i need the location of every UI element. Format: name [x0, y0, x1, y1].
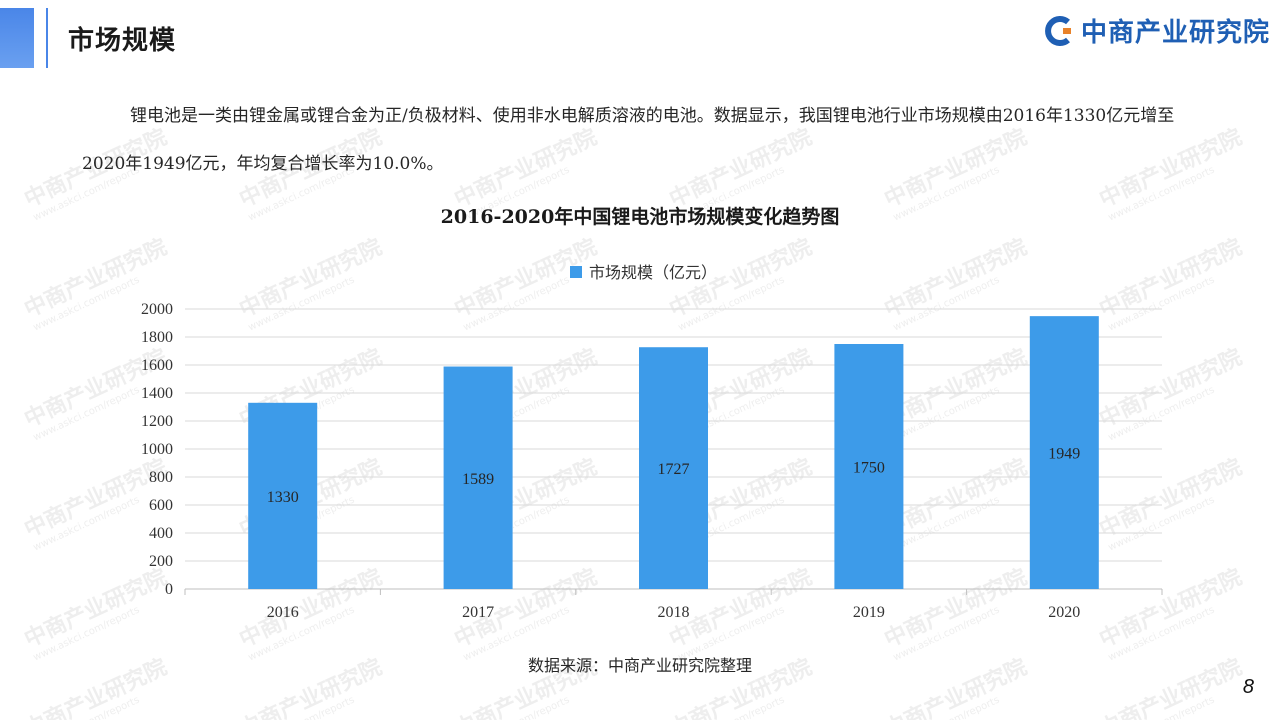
page-number: 8 — [1242, 676, 1254, 698]
legend-swatch — [570, 266, 582, 278]
x-axis-ticks: 2016 2017 2018 2019 2020 — [184, 589, 1163, 621]
brand-name: 中商产业研究院 — [1080, 18, 1270, 48]
bar-2018 — [639, 347, 708, 589]
bar-2016 — [248, 402, 318, 589]
x-tick-label: 2018 — [658, 604, 690, 621]
x-tick-label: 2017 — [462, 604, 494, 621]
bar-2020 — [1029, 316, 1099, 589]
y-tick-label: 1200 — [141, 413, 173, 430]
y-tick-label: 1600 — [141, 357, 173, 374]
y-tick-label: 400 — [149, 525, 173, 542]
legend-label: 市场规模（亿元） — [589, 263, 717, 282]
brand-c-icon — [1045, 15, 1071, 46]
y-tick-label: 800 — [149, 469, 173, 486]
title-accent-bar — [0, 8, 34, 68]
bar-data-label: 1750 — [853, 460, 885, 477]
chart-bars: 1330 1589 1727 1750 1949 — [248, 316, 1099, 589]
bar-data-label: 1330 — [267, 489, 299, 506]
x-tick-label: 2020 — [1048, 604, 1080, 621]
chart-legend: 市场规模（亿元） — [570, 263, 717, 282]
intro-paragraph: 锂电池是一类由锂金属或锂合金为正/负极材料、使用非水电解质溶液的电池。数据显示，… — [82, 106, 1175, 174]
bar-data-label: 1949 — [1048, 446, 1080, 463]
y-tick-label: 200 — [149, 553, 173, 570]
page-title: 市场规模 — [68, 26, 177, 56]
bar-2019 — [834, 344, 904, 589]
y-tick-label: 1000 — [141, 441, 173, 458]
bar-data-label: 1589 — [462, 471, 494, 488]
x-tick-label: 2016 — [267, 604, 299, 621]
y-tick-label: 1800 — [141, 329, 173, 346]
y-tick-label: 0 — [165, 581, 173, 598]
y-tick-label: 600 — [149, 497, 173, 514]
bar-data-label: 1727 — [658, 461, 690, 478]
title-accent-line — [46, 8, 48, 68]
chart-title: 2016-2020年中国锂电池市场规模变化趋势图 — [440, 206, 840, 228]
bar-2017 — [443, 366, 513, 589]
y-axis-ticks: 0 200 400 600 800 1000 1200 1400 1600 1800 2000 — [141, 301, 173, 598]
y-tick-label: 2000 — [141, 301, 173, 318]
y-tick-label: 1400 — [141, 385, 173, 402]
data-source: 数据来源：中商产业研究院整理 — [527, 656, 752, 675]
brand-logo: 中商产业研究院 — [1043, 12, 1270, 49]
x-tick-label: 2019 — [853, 604, 885, 621]
